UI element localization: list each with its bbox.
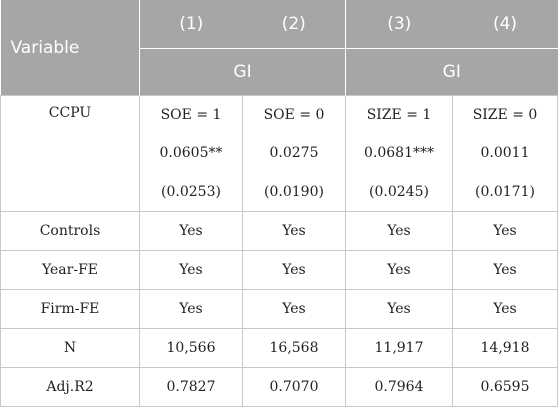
table-cell: 0.6595: [452, 367, 558, 407]
header-row-groups: GI GI: [1, 48, 558, 96]
table-cell: 16,568: [242, 328, 346, 368]
ccpu-coefficient-row: 0.0605** 0.0275 0.0681*** 0.0011: [1, 134, 558, 172]
table-cell: Yes: [452, 250, 558, 290]
coefficient-cell-1: 0.0605**: [139, 134, 243, 172]
header-row-columns: Variable (1) (2) (3) (4): [0, 0, 558, 96]
column-header-3: (3): [345, 0, 453, 49]
ccpu-subset-row: CCPU SOE = 1 SOE = 0 SIZE = 1 SIZE = 0: [0, 95, 558, 212]
table-cell: Yes: [452, 211, 558, 251]
table-row-controls: Controls Yes Yes Yes Yes: [0, 211, 558, 251]
std-error-cell-1: (0.0253): [139, 172, 243, 212]
group-header-size: GI: [345, 48, 558, 96]
table-cell: Yes: [139, 289, 243, 329]
table-cell: Yes: [242, 289, 346, 329]
table-cell: Yes: [242, 250, 346, 290]
coefficient-cell-2: 0.0275: [242, 134, 346, 172]
table-row-firm-fe: Firm-FE Yes Yes Yes Yes: [0, 289, 558, 329]
table-cell: 0.7070: [242, 367, 346, 407]
column-header-1: (1): [139, 0, 243, 49]
subset-cell-2: SOE = 0: [242, 95, 346, 134]
table-cell: Yes: [452, 289, 558, 329]
table-cell: 0.7827: [139, 367, 243, 407]
table-cell: 10,566: [139, 328, 243, 368]
column-header-2: (2): [242, 0, 346, 49]
std-error-cell-4: (0.0171): [452, 172, 558, 212]
table-cell: Yes: [139, 250, 243, 290]
table-cell: 14,918: [452, 328, 558, 368]
table-cell: Yes: [139, 211, 243, 251]
row-label-adj-r2: Adj.R2: [0, 367, 140, 407]
row-label-controls: Controls: [0, 211, 140, 251]
subset-cell-4: SIZE = 0: [452, 95, 558, 134]
group-header-soe: GI: [139, 48, 346, 96]
ccpu-std-error-row: (0.0253) (0.0190) (0.0245) (0.0171): [1, 172, 558, 212]
table-cell: Yes: [345, 211, 453, 251]
table-cell: Yes: [242, 211, 346, 251]
row-label-year-fe: Year-FE: [0, 250, 140, 290]
table-row-n: N 10,566 16,568 11,917 14,918: [0, 328, 558, 368]
variable-header: Variable: [0, 0, 140, 96]
coefficient-cell-4: 0.0011: [452, 134, 558, 172]
table-row-adj-r2: Adj.R2 0.7827 0.7070 0.7964 0.6595: [0, 367, 558, 407]
ccpu-label: CCPU: [0, 95, 140, 212]
table-cell: 11,917: [345, 328, 453, 368]
column-header-4: (4): [452, 0, 558, 49]
table-row-year-fe: Year-FE Yes Yes Yes Yes: [0, 250, 558, 290]
std-error-cell-3: (0.0245): [345, 172, 453, 212]
coefficient-cell-3: 0.0681***: [345, 134, 453, 172]
row-label-n: N: [0, 328, 140, 368]
table-cell: 0.7964: [345, 367, 453, 407]
std-error-cell-2: (0.0190): [242, 172, 346, 212]
table-cell: Yes: [345, 250, 453, 290]
table-body: CCPU SOE = 1 SOE = 0 SIZE = 1 SIZE = 0 0…: [0, 95, 558, 407]
row-label-firm-fe: Firm-FE: [0, 289, 140, 329]
table-header: Variable (1) (2) (3) (4) GI GI: [0, 0, 558, 96]
subset-cell-3: SIZE = 1: [345, 95, 453, 134]
subset-cell-1: SOE = 1: [139, 95, 243, 134]
table-cell: Yes: [345, 289, 453, 329]
